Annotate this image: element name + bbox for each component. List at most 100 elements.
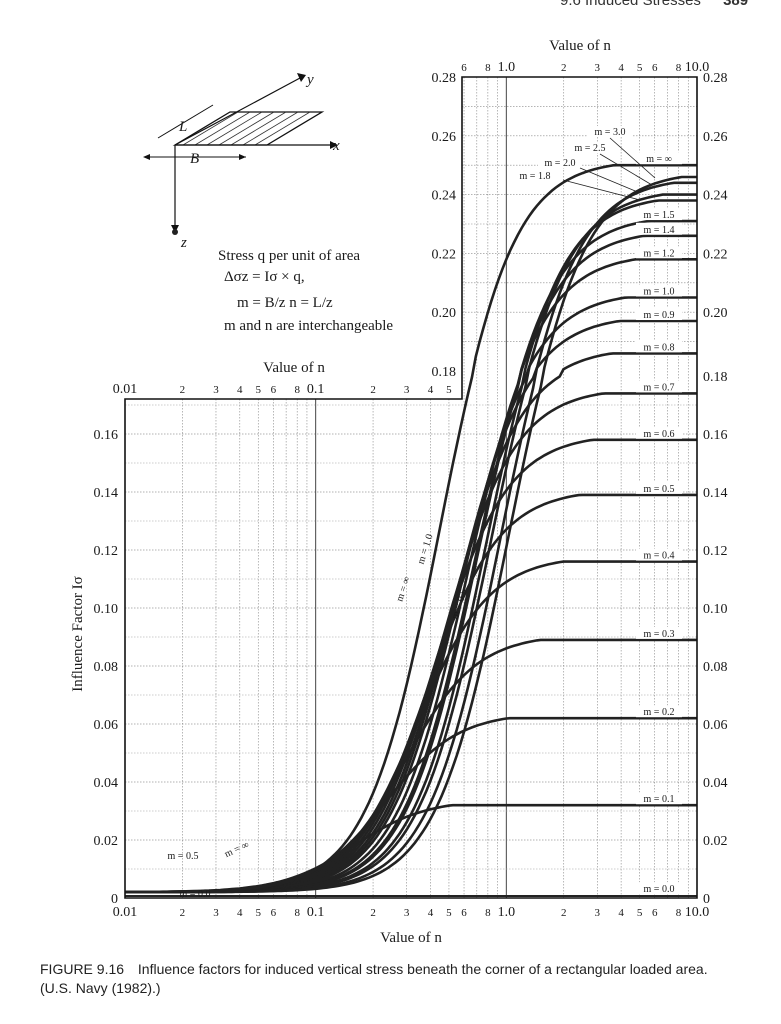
- y-tick-label-right: 0: [703, 892, 710, 907]
- y-tick-label-left: 0.08: [94, 660, 119, 675]
- x-tick-label: 8: [676, 907, 682, 919]
- label-x: x: [332, 138, 340, 154]
- series-label-right: m = 0.8: [644, 342, 675, 353]
- series-label-bg: [636, 548, 682, 561]
- y-tick-label-right: 0.16: [703, 428, 728, 443]
- x-tick-label: 2: [180, 907, 186, 919]
- y-axis-line: [174, 77, 301, 146]
- upper-x-tick-label: 6: [461, 62, 467, 74]
- callout-label-bg: [588, 126, 632, 137]
- inset-x-tick-label: 5: [446, 384, 452, 396]
- y-tick-label-right: 0.20: [703, 306, 728, 321]
- y-tick-label-right: 0.04: [703, 776, 728, 791]
- x-tick-label: 8: [294, 907, 300, 919]
- series-label-bg: [636, 380, 682, 393]
- y-tick-label-left: 0.14: [94, 486, 119, 501]
- y-tick-label-right: 0.28: [703, 71, 728, 86]
- callout-label-bg: [513, 170, 557, 181]
- x-tick-label: 6: [652, 907, 658, 919]
- series-label-right: m = 0.9: [644, 310, 675, 321]
- y-axis-title: Influence Factor Iσ: [70, 576, 86, 692]
- callout-label-bg: [538, 157, 582, 168]
- x-tick-label: 3: [595, 907, 601, 919]
- series-label-bg: [636, 222, 682, 235]
- series-curve-14: [125, 199, 697, 894]
- series-curve-17: [125, 175, 697, 894]
- upper-x-tick-label: 8: [676, 62, 682, 74]
- x-tick-label: 2: [561, 907, 567, 919]
- series-label-bg: [636, 426, 682, 439]
- inset-x-tick-label: 3: [213, 384, 219, 396]
- section-title: 9.6 Induced Stresses: [560, 0, 701, 9]
- curve-label: m = ∞: [223, 839, 251, 860]
- x-tick-label: 1.0: [498, 905, 516, 920]
- y-tick-label-right: 0.12: [703, 544, 728, 559]
- label-L: L: [178, 119, 187, 135]
- legend-text: Stress q per unit of area Δσz = Iσ × q, …: [218, 248, 393, 334]
- series-label-bg: [636, 284, 682, 297]
- label-z: z: [180, 235, 187, 251]
- series-label-bg: [636, 208, 682, 221]
- x-tick-label: 2: [370, 907, 376, 919]
- series-label-bg: [636, 152, 682, 165]
- callout-label: m = 3.0: [595, 127, 626, 138]
- series-label-right: m = 0.4: [644, 551, 675, 562]
- x-tick-label: 5: [256, 907, 262, 919]
- series-label-bg: [636, 340, 682, 353]
- y-tick-label-upper: 0.22: [432, 247, 457, 262]
- y-arrowhead: [297, 73, 306, 82]
- upper-x-tick-label: 1.0: [498, 60, 516, 75]
- x-tick-label: 10.0: [685, 905, 710, 920]
- inset-x-tick-label: 4: [237, 384, 243, 396]
- loaded-area: [172, 111, 325, 146]
- b-left-arrowhead: [143, 154, 150, 160]
- x-axis-title: Value of n: [380, 930, 442, 946]
- x-tick-label: 8: [485, 907, 491, 919]
- series-curve-10: [125, 296, 697, 894]
- y-tick-label-left: 0.02: [94, 834, 119, 849]
- y-tick-label-upper: 0.24: [432, 189, 457, 204]
- x-tick-label: 4: [428, 907, 434, 919]
- y-tick-label-left: 0: [111, 892, 118, 907]
- y-tick-label-left: 0.16: [94, 428, 119, 443]
- curve-label: m = 0.5: [168, 851, 199, 862]
- figure-caption: FIGURE 9.16 Influence factors for induce…: [40, 960, 740, 998]
- plot-frame: [124, 76, 698, 899]
- series-label-right: m = 0.5: [644, 484, 675, 495]
- y-tick-label-right: 0.10: [703, 602, 728, 617]
- x-tick-label: 4: [618, 907, 624, 919]
- x-tick-label: 4: [237, 907, 243, 919]
- upper-x-tick-label: 8: [485, 62, 491, 74]
- y-tick-label-upper: 0.26: [432, 130, 457, 145]
- inset-x-tick-label: 3: [404, 384, 410, 396]
- y-tick-label-right: 0.02: [703, 834, 728, 849]
- z-point-marker: [172, 229, 178, 235]
- upper-x-tick-label: 2: [561, 62, 567, 74]
- series-label-bg: [636, 246, 682, 259]
- upper-x-axis-title: Value of n: [549, 38, 611, 54]
- figure-caption-text: Influence factors for induced vertical s…: [40, 961, 708, 996]
- callout-leader-line: [579, 167, 641, 194]
- y-tick-label-right: 0.22: [703, 247, 728, 262]
- callout-label: m = 1.8: [520, 171, 551, 182]
- x-arrowhead: [330, 141, 338, 149]
- callout-leader-line: [562, 179, 641, 201]
- y-tick-label-left: 0.04: [94, 776, 119, 791]
- label-y: y: [305, 72, 314, 88]
- series-curve-12: [125, 234, 697, 894]
- label-B: B: [190, 151, 199, 167]
- y-tick-label-left: 0.06: [94, 718, 119, 733]
- series-label-right: m = 0.3: [644, 629, 675, 640]
- l-dimension-line: [157, 104, 214, 139]
- upper-x-tick-label: 3: [595, 62, 601, 74]
- series-curve-16: [125, 181, 697, 894]
- x-tick-label: 6: [461, 907, 467, 919]
- series-label-right: m = 1.0: [644, 287, 675, 298]
- x-tick-label: 5: [446, 907, 452, 919]
- series-label-bg: [636, 626, 682, 639]
- upper-x-tick-label: 10.0: [685, 60, 710, 75]
- y-tick-label-right: 0.14: [703, 486, 728, 501]
- inset-x-tick-label: 0.1: [307, 382, 325, 397]
- legend-line-2: Δσz = Iσ × q,: [224, 269, 305, 285]
- callout-label-bg: [568, 142, 612, 153]
